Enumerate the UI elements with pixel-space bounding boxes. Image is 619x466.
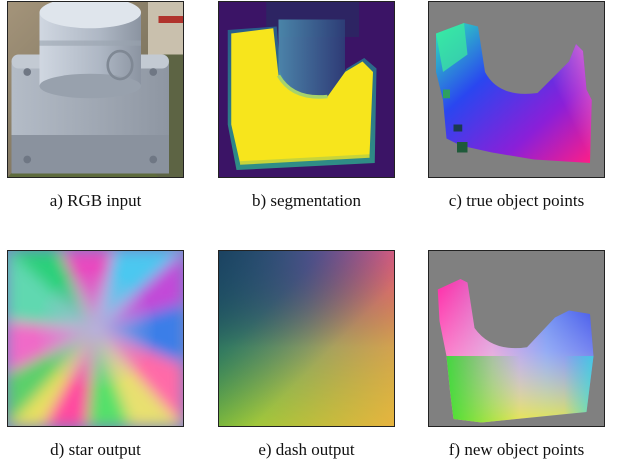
caption-rgb-input: a) RGB input — [0, 191, 204, 211]
caption-dash-output: e) dash output — [198, 440, 415, 460]
caption-segmentation: b) segmentation — [198, 191, 415, 211]
caption-star-output: d) star output — [0, 440, 204, 460]
segmentation-image — [218, 1, 395, 178]
dash-output-image — [218, 250, 395, 427]
star-output-image — [7, 250, 184, 427]
rgb-input-image — [7, 1, 184, 178]
true-object-points-image — [428, 1, 605, 178]
caption-true-object-points: c) true object points — [408, 191, 619, 211]
caption-new-object-points: f) new object points — [408, 440, 619, 460]
new-object-points-image — [428, 250, 605, 427]
